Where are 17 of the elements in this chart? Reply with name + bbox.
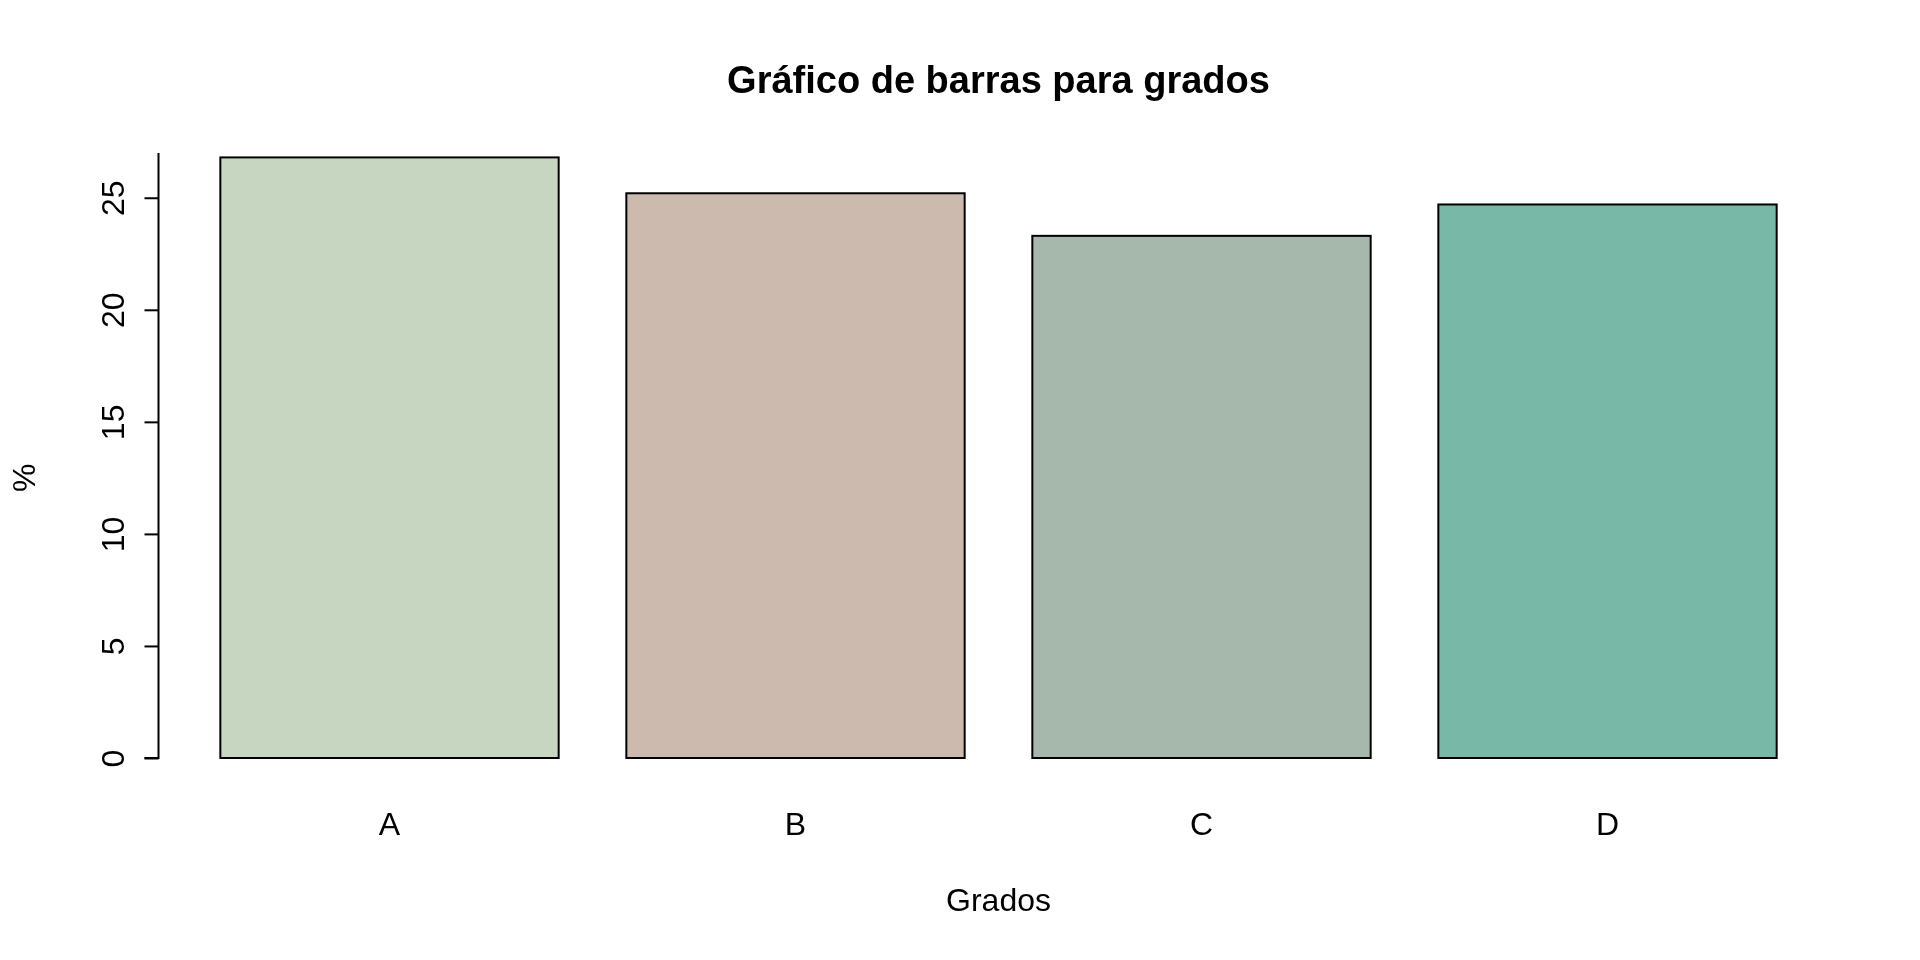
y-tick-label: 0 [94, 749, 131, 768]
x-tick-label: B [784, 806, 807, 842]
y-tick-label: 15 [94, 404, 131, 441]
x-tick-label: C [1189, 806, 1214, 842]
y-tick-label: 25 [94, 180, 131, 217]
y-axis-title: % [6, 463, 42, 493]
x-tick-label: A [378, 806, 401, 842]
bar [1031, 234, 1372, 759]
bar [625, 192, 966, 759]
chart-title: Gráfico de barras para grados [727, 59, 1270, 101]
bar [1437, 203, 1778, 759]
y-tick-label: 20 [94, 292, 131, 329]
bar [219, 156, 560, 759]
x-axis-title: Grados [946, 882, 1051, 918]
y-tick-label: 10 [94, 516, 131, 553]
x-tick-label: D [1595, 806, 1620, 842]
y-tick-label: 5 [94, 637, 131, 656]
